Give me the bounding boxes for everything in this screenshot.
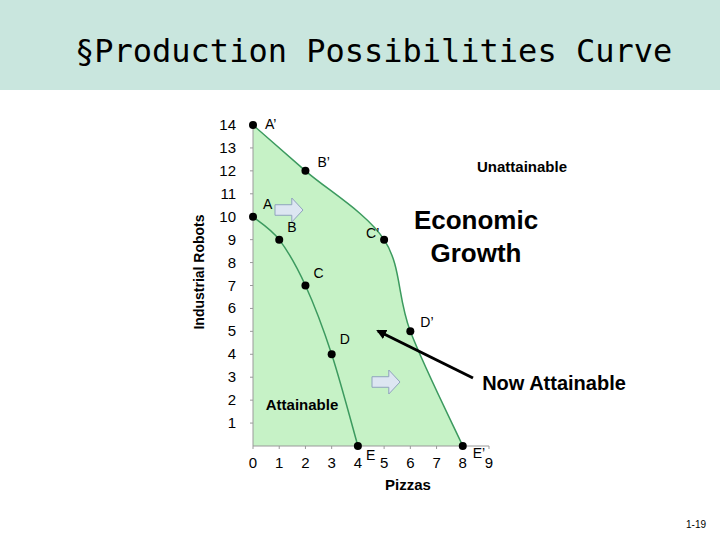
point-label: B’ [317,154,329,170]
title: §Production Possibilities Curve [75,32,672,70]
x-tick-label: 5 [380,454,388,471]
x-tick-label: 7 [432,454,440,471]
point [380,236,388,244]
y-tick [250,331,253,332]
attainable-area [253,217,358,446]
background [0,0,720,540]
y-tick-label: 1 [228,414,236,431]
shift-arrow [372,370,400,394]
y-tick [250,262,253,263]
point-label: D’ [420,314,433,330]
x-axis-label: Pizzas [385,476,431,493]
point [301,282,309,290]
annotation-line: Growth [431,238,522,268]
annotation: Now Attainable [482,372,626,394]
point [328,350,336,358]
point [275,236,283,244]
y-tick [250,354,253,355]
y-tick-label: 5 [228,322,236,339]
point [249,213,257,221]
x-tick [436,446,437,449]
x-tick-label: 4 [354,454,362,471]
x-tick-label: 1 [275,454,283,471]
x-tick-label: 6 [406,454,414,471]
points [249,121,467,450]
annotation: EconomicGrowth [414,205,538,268]
y-tick-label: 2 [228,391,236,408]
y-tick [250,170,253,171]
y-tick [250,193,253,194]
y-tick-label: 3 [228,368,236,385]
x-tick [253,446,254,449]
y-tick [250,400,253,401]
y-tick-label: 14 [219,116,236,133]
annotation: Unattainable [477,158,567,175]
now-attainable-arrow [378,331,473,378]
x-tick [489,446,490,449]
x-tick-label: 3 [327,454,335,471]
y-tick-label: 6 [228,299,236,316]
point-label: D [340,331,350,347]
y-tick-label: 9 [228,231,236,248]
point-label: B [287,219,296,235]
x-tick [305,446,306,449]
y-tick [250,285,253,286]
x-tick-label: 2 [301,454,309,471]
point [406,327,414,335]
page-number: 1-19 [686,519,706,530]
y-tick-label: 10 [219,208,236,225]
point [249,121,257,129]
y-tick-label: 7 [228,277,236,294]
x-tick [410,446,411,449]
y-tick [250,377,253,378]
x-tick [384,446,385,449]
x-tick-label: 9 [485,454,493,471]
y-tick-label: 13 [219,139,236,156]
x-tick-label: 0 [249,454,257,471]
annotation: Attainable [266,396,339,413]
point [354,442,362,450]
y-tick [250,308,253,309]
point-label: C’ [366,225,379,241]
y-axis-label: Industrial Robots [191,214,207,329]
y-tick-label: 12 [219,162,236,179]
point-label: A [263,196,273,212]
slide: §Production Possibilities Curve123456789… [0,0,720,540]
annotation-line: Economic [414,205,538,235]
y-tick-label: 8 [228,254,236,271]
y-tick [250,239,253,240]
x-tick [331,446,332,449]
x-tick-label: 8 [459,454,467,471]
y-tick [250,423,253,424]
y-tick-label: 11 [220,185,236,202]
plot-area [253,125,463,446]
point-label: E’ [473,445,485,461]
ppc-curve [253,217,358,446]
point-label: C [313,265,323,281]
point [301,167,309,175]
header-band [0,0,720,90]
attainable-area [253,125,463,446]
x-tick [279,446,280,449]
point-label: A’ [265,116,276,132]
ppc-curve [253,125,463,446]
y-tick-label: 4 [228,345,236,362]
point [459,442,467,450]
point-label: E [366,447,375,463]
y-tick [250,147,253,148]
